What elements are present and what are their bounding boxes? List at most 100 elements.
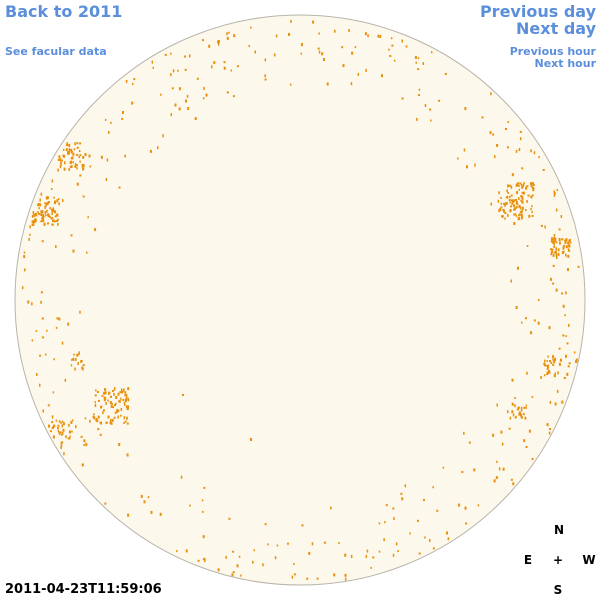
facula xyxy=(68,168,70,171)
facula xyxy=(70,150,73,154)
facula xyxy=(47,404,50,407)
previous-day-link[interactable]: Previous day xyxy=(479,2,596,21)
facula xyxy=(202,535,205,539)
facula xyxy=(123,416,126,420)
facula xyxy=(522,413,525,416)
facula xyxy=(553,360,556,364)
facular-link[interactable]: See facular data xyxy=(5,45,107,58)
facula xyxy=(66,144,69,147)
facula xyxy=(107,415,110,419)
facula xyxy=(34,218,36,221)
facula xyxy=(114,411,117,414)
facula xyxy=(150,510,153,514)
facula xyxy=(554,237,557,240)
facula xyxy=(78,150,81,152)
facula xyxy=(67,437,70,440)
compass-south: S xyxy=(553,583,563,597)
facula xyxy=(530,149,532,153)
facula xyxy=(334,29,336,33)
facula xyxy=(64,378,67,382)
facula xyxy=(562,246,565,250)
facula xyxy=(400,492,403,495)
facula xyxy=(68,423,70,427)
back-link[interactable]: Back to 2011 xyxy=(5,2,123,21)
facula xyxy=(117,392,120,396)
facula xyxy=(185,99,187,103)
facula xyxy=(306,577,309,580)
facula xyxy=(170,113,172,117)
facula xyxy=(44,214,47,217)
facula xyxy=(424,104,427,107)
next-hour-link[interactable]: Next hour xyxy=(534,57,597,70)
facula xyxy=(509,416,512,420)
facula xyxy=(52,391,55,394)
facula xyxy=(553,359,556,362)
facula xyxy=(97,415,100,419)
facula xyxy=(40,220,43,223)
facula xyxy=(183,55,186,58)
facula xyxy=(217,40,219,44)
facula xyxy=(202,97,205,100)
facula xyxy=(553,192,556,195)
facula xyxy=(105,421,108,424)
facula xyxy=(29,225,31,229)
facula xyxy=(511,173,514,177)
facula xyxy=(418,94,420,97)
facula xyxy=(447,537,450,541)
facula xyxy=(555,208,558,212)
facula xyxy=(40,300,42,304)
facula xyxy=(549,277,552,281)
facula xyxy=(88,154,91,158)
facula xyxy=(553,234,556,236)
facula xyxy=(203,486,206,489)
facula xyxy=(338,542,340,545)
facula xyxy=(553,238,555,241)
facula xyxy=(213,61,216,65)
facula xyxy=(126,422,129,425)
facula xyxy=(442,466,445,469)
facula xyxy=(69,165,72,168)
facula xyxy=(544,359,546,363)
facula xyxy=(119,399,121,403)
facula xyxy=(516,203,519,206)
facula xyxy=(558,362,561,366)
facula xyxy=(507,213,509,217)
next-day-link[interactable]: Next day xyxy=(516,19,596,38)
facula xyxy=(236,564,239,568)
facula xyxy=(37,203,40,206)
facula xyxy=(409,532,411,535)
facula xyxy=(519,211,522,214)
facula xyxy=(55,419,58,422)
facula xyxy=(364,32,367,36)
facula xyxy=(274,53,276,57)
facula xyxy=(79,310,81,314)
facula xyxy=(567,365,570,368)
facula xyxy=(526,245,529,247)
facula xyxy=(562,334,565,337)
facula xyxy=(515,199,517,201)
facula xyxy=(33,214,36,217)
previous-hour-link[interactable]: Previous hour xyxy=(509,45,596,58)
facula xyxy=(94,228,97,232)
facula xyxy=(548,431,551,435)
facula xyxy=(93,413,95,416)
facula xyxy=(417,519,419,522)
facula xyxy=(68,150,71,153)
facula xyxy=(122,398,125,401)
facula xyxy=(52,425,54,429)
facula xyxy=(557,371,559,375)
facula xyxy=(73,148,76,151)
facula xyxy=(81,164,84,168)
facula xyxy=(377,34,379,38)
facula xyxy=(228,31,230,34)
facula xyxy=(80,360,83,362)
facula xyxy=(401,497,404,501)
facula xyxy=(528,429,531,433)
facula xyxy=(301,43,303,47)
facula xyxy=(87,216,89,219)
facula xyxy=(60,444,63,447)
facula xyxy=(177,69,179,72)
facula xyxy=(520,409,523,412)
facula xyxy=(526,185,529,188)
